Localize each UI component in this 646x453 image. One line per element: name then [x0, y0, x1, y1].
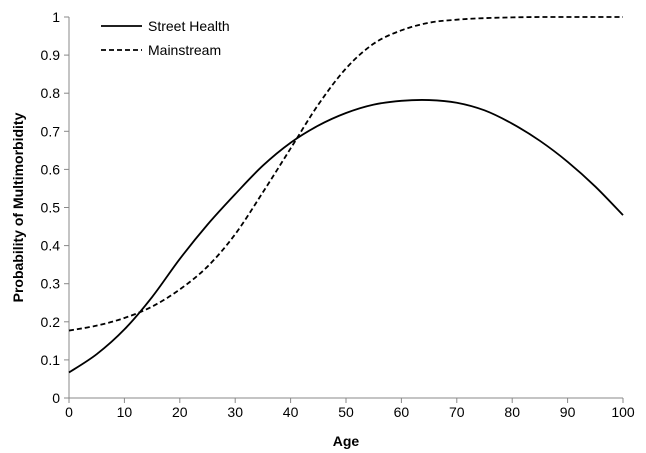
x-tick-label: 90 [560, 404, 576, 420]
x-tick-label: 10 [117, 404, 133, 420]
y-tick-label: 0.1 [41, 352, 61, 368]
x-tick-label: 100 [611, 404, 635, 420]
x-tick-label: 80 [504, 404, 520, 420]
x-tick-label: 40 [283, 404, 299, 420]
series-line-street-health [68, 99, 624, 374]
y-tick-label: 0.3 [41, 276, 61, 292]
x-axis-title: Age [333, 433, 360, 449]
legend: Street Health Mainstream [101, 18, 230, 58]
y-tick-label: 0.4 [41, 238, 61, 254]
y-tick-label: 0.7 [41, 123, 61, 139]
x-tick-label: 0 [65, 404, 73, 420]
y-axis-ticks: 0 0.1 0.2 0.3 0.4 0.5 0.6 0.7 0.8 0.9 1 [41, 9, 69, 406]
x-tick-label: 50 [338, 404, 354, 420]
x-tick-label: 60 [394, 404, 410, 420]
plot-area [68, 17, 623, 399]
y-tick-label: 0.8 [41, 85, 61, 101]
y-tick-label: 0 [52, 390, 60, 406]
x-tick-label: 30 [227, 404, 243, 420]
y-tick-label: 0.6 [41, 161, 61, 177]
series-line-mainstream [68, 16, 623, 332]
y-tick-label: 1 [52, 9, 60, 25]
y-tick-label: 0.5 [41, 200, 61, 216]
y-tick-label: 0.2 [41, 314, 61, 330]
x-tick-label: 70 [449, 404, 465, 420]
y-tick-label: 0.9 [41, 47, 61, 63]
y-axis-title: Probability of Multimorbidity [10, 112, 26, 302]
series-layer [68, 16, 624, 374]
x-tick-label: 20 [172, 404, 188, 420]
x-axis-ticks: 0 10 20 30 40 50 60 70 80 90 100 [65, 398, 635, 420]
legend-label-mainstream: Mainstream [148, 42, 221, 58]
legend-label-street-health: Street Health [148, 18, 230, 34]
